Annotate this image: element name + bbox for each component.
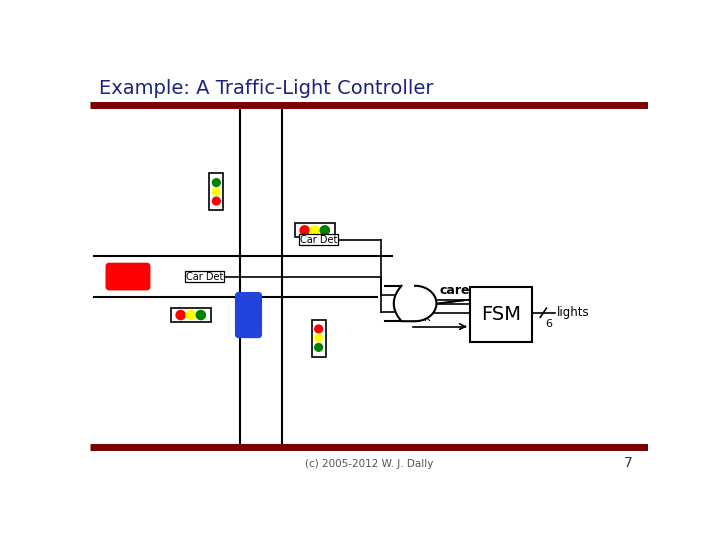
Circle shape [212, 188, 220, 195]
FancyBboxPatch shape [235, 292, 262, 338]
Circle shape [315, 343, 323, 352]
FancyBboxPatch shape [106, 262, 150, 291]
FancyBboxPatch shape [294, 224, 335, 237]
Circle shape [176, 310, 185, 320]
Polygon shape [394, 286, 436, 321]
Text: clk: clk [415, 311, 431, 325]
Circle shape [315, 334, 323, 342]
Text: FSM: FSM [481, 305, 521, 324]
FancyBboxPatch shape [210, 173, 223, 211]
Circle shape [197, 310, 205, 320]
Text: 6: 6 [545, 319, 552, 329]
Circle shape [212, 179, 220, 186]
FancyBboxPatch shape [312, 320, 325, 356]
Text: rst: rst [415, 298, 431, 310]
Text: 7: 7 [624, 456, 632, 470]
Circle shape [315, 325, 323, 333]
Text: Car Det: Car Det [300, 234, 337, 245]
Text: lights: lights [557, 306, 590, 319]
Circle shape [186, 310, 195, 320]
Text: carew: carew [439, 285, 482, 298]
Text: Car Det: Car Det [186, 272, 223, 281]
FancyBboxPatch shape [171, 308, 211, 322]
Circle shape [300, 226, 310, 235]
FancyBboxPatch shape [185, 271, 224, 282]
Text: Example: A Traffic-Light Controller: Example: A Traffic-Light Controller [99, 79, 433, 98]
Circle shape [212, 197, 220, 205]
Circle shape [320, 226, 330, 235]
Circle shape [310, 226, 320, 235]
Text: (c) 2005-2012 W. J. Dally: (c) 2005-2012 W. J. Dally [305, 459, 433, 469]
FancyBboxPatch shape [300, 234, 338, 245]
FancyBboxPatch shape [469, 287, 532, 342]
